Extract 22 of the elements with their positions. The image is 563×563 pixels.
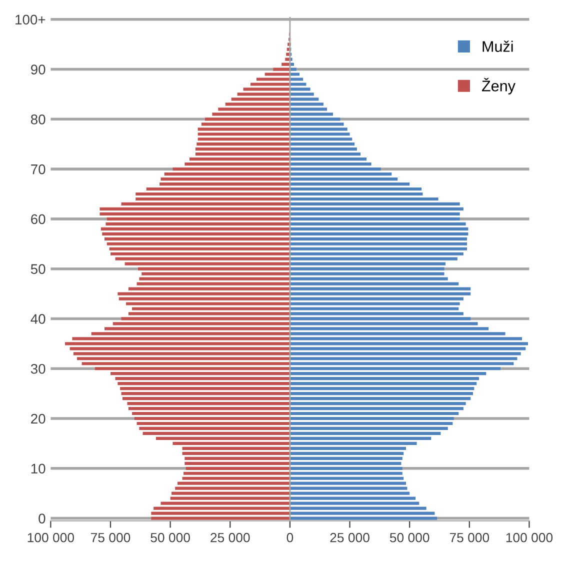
y-tick-label: 90	[31, 64, 46, 74]
x-tick-label: 100 000	[28, 532, 74, 542]
x-tick-label: 75 000	[90, 532, 130, 542]
y-tick-label: 0	[38, 514, 46, 524]
y-tick-label: 80	[30, 114, 46, 124]
y-tick-label: 30	[30, 364, 46, 374]
y-tick-label: 70	[31, 164, 46, 174]
y-tick-label: 50	[30, 264, 46, 274]
y-tick-label: 10	[31, 464, 46, 474]
legend-label: Ženy	[482, 78, 516, 94]
x-tick-label: 25 000	[330, 532, 370, 542]
y-tick-label: 60	[31, 214, 46, 224]
x-tick-label: 25 000	[210, 532, 250, 542]
x-tick-label: 100 000	[506, 532, 553, 542]
x-tick-label: 0	[286, 532, 294, 542]
x-tick-label: 50 000	[390, 532, 430, 542]
y-tick-label: 40	[30, 314, 46, 324]
x-tick-label: 75 000	[450, 532, 490, 542]
x-tick-label: 50 000	[150, 532, 190, 542]
y-tick-label: 100+	[16, 14, 46, 25]
y-tick-label: 20	[31, 414, 46, 424]
legend-label: Muži	[482, 40, 513, 52]
